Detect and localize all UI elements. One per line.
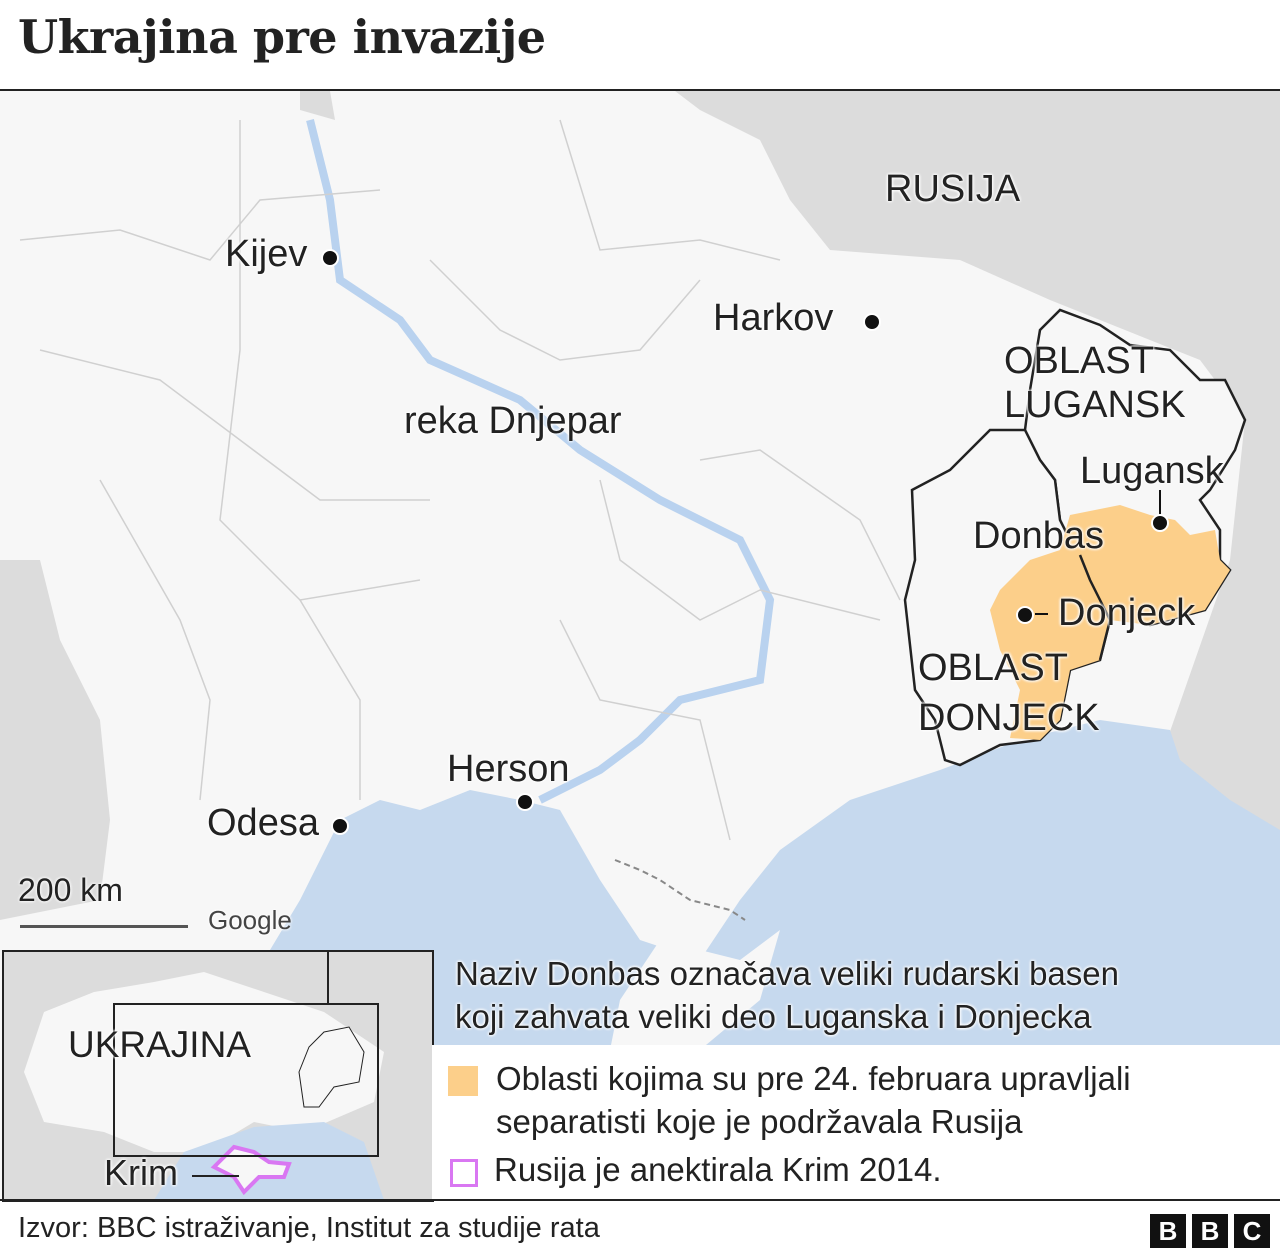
label-odesa: Odesa [207, 802, 319, 844]
donbas-note: Naziv Donbas označava veliki rudarski ba… [455, 952, 1119, 1038]
label-donjeck-city: Donjeck [1058, 592, 1196, 634]
neighbor-west [0, 560, 110, 920]
legend-swatch-crimea [450, 1159, 478, 1187]
legend-item-separatist: Oblasti kojima su pre 24. februara uprav… [496, 1057, 1131, 1143]
note-line-1: Naziv Donbas označava veliki rudarski ba… [455, 955, 1119, 992]
frontline-internal [1078, 554, 1112, 661]
inset-label-crimea: Krim [104, 1152, 178, 1193]
label-dnipro-river: reka Dnjepar [404, 400, 622, 442]
label-donbas: Donbas [973, 515, 1104, 557]
legend: Oblasti kojima su pre 24. februara uprav… [432, 1045, 1280, 1200]
label-russia: RUSIJA [885, 168, 1021, 210]
city-dot-kharkiv [863, 313, 881, 331]
city-dot-donjeck [1016, 606, 1034, 624]
separatist-area [990, 505, 1230, 740]
bbc-logo-b2: B [1192, 1214, 1228, 1248]
inset-donbas [298, 1026, 365, 1108]
bbc-logo: B B C [1150, 1214, 1270, 1248]
note-line-2: koji zahvata veliki deo Luganska i Donje… [455, 998, 1092, 1035]
crimea-border [614, 859, 746, 921]
label-kherson: Herson [447, 748, 570, 790]
scale-bar [20, 925, 188, 928]
inset-map-graphic [24, 952, 384, 1200]
scale-label: 200 km [18, 872, 123, 908]
oblast-borders [19, 119, 901, 841]
city-dot-odesa [331, 817, 349, 835]
legend-item-crimea: Rusija je anektirala Krim 2014. [494, 1151, 942, 1188]
label-kharkiv: Harkov [713, 297, 834, 339]
inset-crimea [210, 1144, 292, 1196]
inset-map: UKRAJINA Krim [2, 950, 434, 1202]
legend-separatist-line-2: separatisti koje je podržavala Rusija [496, 1103, 1023, 1140]
neighbor-north [300, 91, 335, 120]
title-divider [0, 89, 1280, 91]
footer-divider [0, 1199, 1280, 1201]
inset-frame-main [113, 1003, 379, 1157]
dnipro-river [306, 119, 775, 804]
label-luhansk-oblast: OBLAST LUGANSK [1004, 340, 1186, 426]
legend-swatch-separatist [448, 1066, 478, 1096]
inset-label-ukraine: UKRAJINA [68, 1024, 251, 1065]
city-dot-kherson [516, 793, 534, 811]
source-text: Izvor: BBC istraživanje, Institut za stu… [18, 1212, 600, 1244]
bbc-logo-b1: B [1150, 1214, 1186, 1248]
city-dot-kyiv [321, 249, 339, 267]
map-attribution: Google [208, 905, 292, 935]
legend-separatist-line-1: Oblasti kojima su pre 24. februara uprav… [496, 1060, 1131, 1097]
label-kyiv: Kijev [225, 233, 308, 275]
page-title: Ukrajina pre invazije [18, 10, 546, 64]
label-lugansk-city: Lugansk [1080, 450, 1224, 492]
label-donetsk-oblast: OBLAST DONJECK [918, 647, 1100, 739]
city-dot-lugansk [1151, 514, 1169, 532]
bbc-logo-c: C [1234, 1214, 1270, 1248]
russia-area [675, 91, 1280, 880]
